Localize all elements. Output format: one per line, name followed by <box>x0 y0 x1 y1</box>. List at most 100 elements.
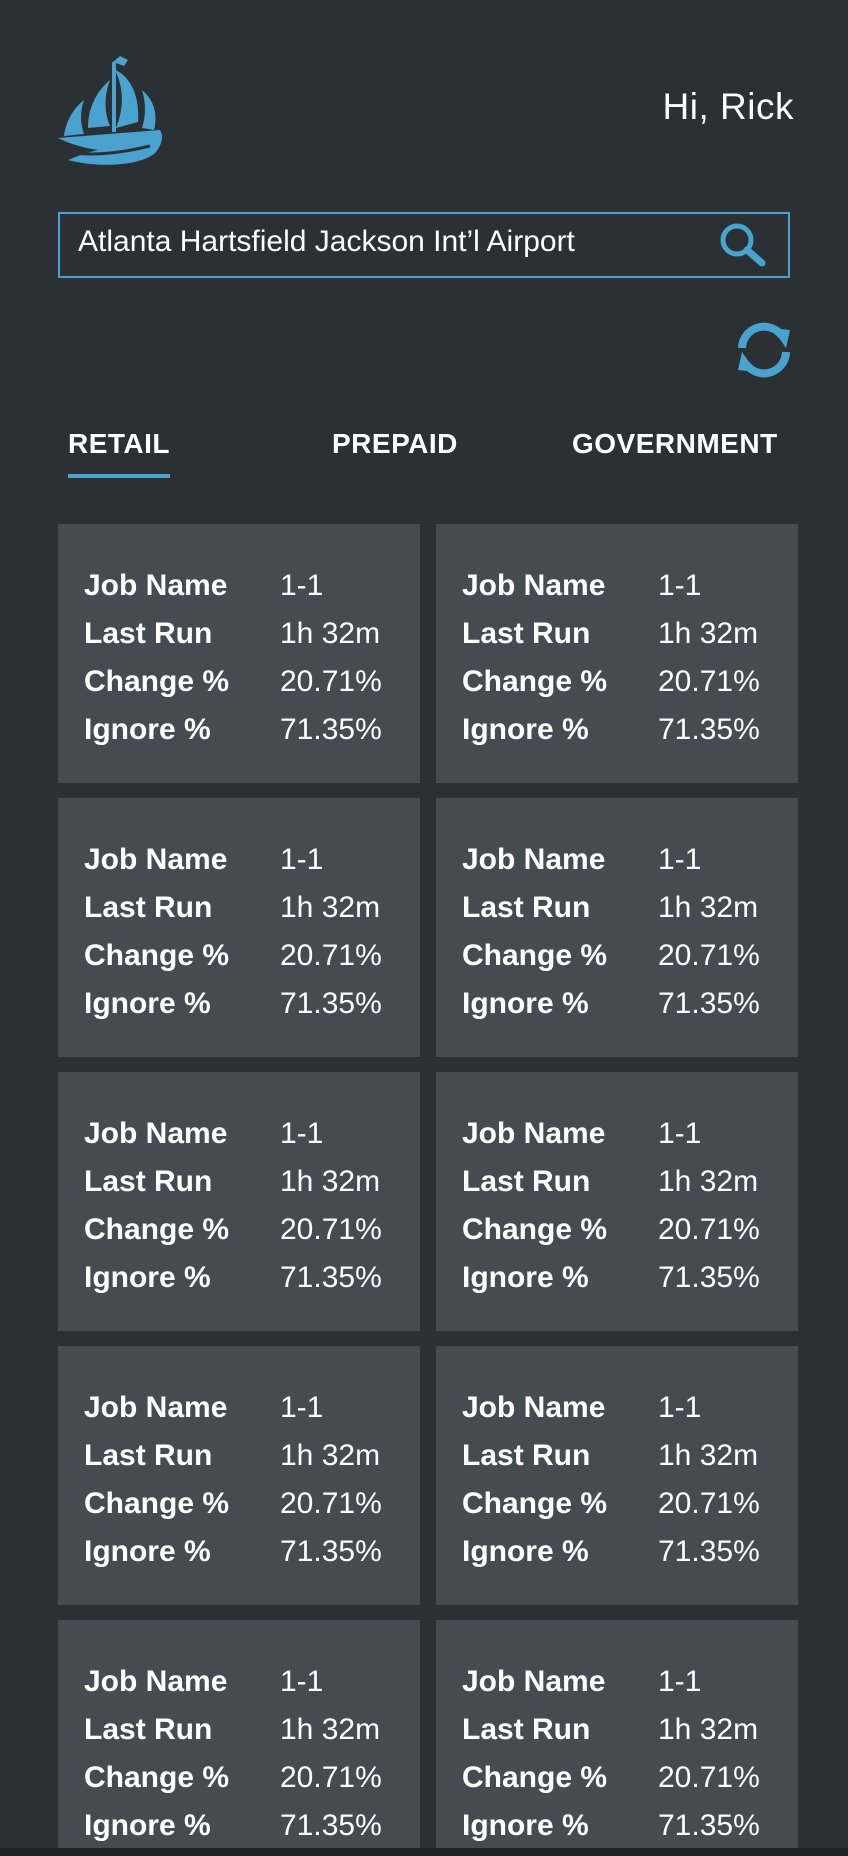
job-name-label: Job Name <box>462 1117 606 1150</box>
last-run-value: 1h 32m <box>658 1165 759 1198</box>
job-name-row: Job Name 1-1 <box>84 562 420 610</box>
change-percent-value: 20.71% <box>280 1761 382 1794</box>
job-card[interactable]: Job Name 1-1 Last Run 1h 32m Change % 20… <box>58 524 420 783</box>
last-run-row: Last Run 1h 32m <box>462 610 798 658</box>
last-run-row: Last Run 1h 32m <box>462 884 798 932</box>
change-percent-row: Change % 20.71% <box>462 932 798 980</box>
job-card[interactable]: Job Name 1-1 Last Run 1h 32m Change % 20… <box>436 1620 798 1856</box>
last-run-value: 1h 32m <box>658 891 759 924</box>
change-percent-label: Change % <box>84 1487 230 1520</box>
ignore-percent-row: Ignore % 71.35% <box>84 1802 420 1850</box>
job-name-row: Job Name 1-1 <box>462 1658 798 1706</box>
job-name-label: Job Name <box>462 1665 606 1698</box>
change-percent-label: Change % <box>84 1761 230 1794</box>
job-name-value: 1-1 <box>658 1391 702 1424</box>
last-run-row: Last Run 1h 32m <box>84 1706 420 1754</box>
ignore-percent-value: 71.35% <box>658 1535 760 1568</box>
ignore-percent-value: 71.35% <box>280 1261 382 1294</box>
ignore-percent-row: Ignore % 71.35% <box>462 980 798 1028</box>
last-run-label: Last Run <box>84 1165 213 1198</box>
change-percent-value: 20.71% <box>280 1487 382 1520</box>
change-percent-row: Change % 20.71% <box>462 1206 798 1254</box>
last-run-value: 1h 32m <box>280 1439 381 1472</box>
job-name-value: 1-1 <box>658 1117 702 1150</box>
job-card[interactable]: Job Name 1-1 Last Run 1h 32m Change % 20… <box>436 1072 798 1331</box>
ship-logo-icon[interactable] <box>58 56 168 168</box>
ignore-percent-value: 71.35% <box>280 713 382 746</box>
job-name-label: Job Name <box>462 569 606 602</box>
last-run-label: Last Run <box>84 891 213 924</box>
job-card[interactable]: Job Name 1-1 Last Run 1h 32m Change % 20… <box>58 798 420 1057</box>
last-run-label: Last Run <box>84 1713 213 1746</box>
header: Hi, Rick <box>58 56 794 176</box>
job-name-label: Job Name <box>84 569 228 602</box>
change-percent-row: Change % 20.71% <box>84 1206 420 1254</box>
job-card[interactable]: Job Name 1-1 Last Run 1h 32m Change % 20… <box>58 1346 420 1605</box>
search-icon[interactable] <box>712 215 772 275</box>
tab-retail[interactable]: RETAIL <box>68 428 171 478</box>
last-run-row: Last Run 1h 32m <box>84 1158 420 1206</box>
last-run-label: Last Run <box>462 1713 591 1746</box>
job-name-label: Job Name <box>84 1665 228 1698</box>
ignore-percent-row: Ignore % 71.35% <box>84 1254 420 1302</box>
ignore-percent-value: 71.35% <box>658 1809 760 1842</box>
last-run-row: Last Run 1h 32m <box>462 1706 798 1754</box>
job-name-label: Job Name <box>84 1117 228 1150</box>
ignore-percent-label: Ignore % <box>84 987 211 1020</box>
search-bar <box>58 212 790 278</box>
job-name-row: Job Name 1-1 <box>462 836 798 884</box>
ignore-percent-row: Ignore % 71.35% <box>84 706 420 754</box>
last-run-label: Last Run <box>462 1165 591 1198</box>
job-name-row: Job Name 1-1 <box>84 1110 420 1158</box>
job-card[interactable]: Job Name 1-1 Last Run 1h 32m Change % 20… <box>436 1346 798 1605</box>
job-card[interactable]: Job Name 1-1 Last Run 1h 32m Change % 20… <box>436 524 798 783</box>
ignore-percent-label: Ignore % <box>462 1809 589 1842</box>
job-card[interactable]: Job Name 1-1 Last Run 1h 32m Change % 20… <box>436 798 798 1057</box>
job-name-row: Job Name 1-1 <box>84 1658 420 1706</box>
change-percent-value: 20.71% <box>658 1487 760 1520</box>
job-name-row: Job Name 1-1 <box>462 562 798 610</box>
last-run-label: Last Run <box>462 617 591 650</box>
ignore-percent-label: Ignore % <box>84 1809 211 1842</box>
job-name-label: Job Name <box>84 1391 228 1424</box>
ignore-percent-value: 71.35% <box>658 713 760 746</box>
ignore-percent-label: Ignore % <box>462 713 589 746</box>
job-name-value: 1-1 <box>658 1665 702 1698</box>
change-percent-label: Change % <box>462 1761 608 1794</box>
job-name-value: 1-1 <box>280 1117 324 1150</box>
last-run-row: Last Run 1h 32m <box>462 1158 798 1206</box>
change-percent-label: Change % <box>84 1213 230 1246</box>
ignore-percent-label: Ignore % <box>84 1261 211 1294</box>
ignore-percent-row: Ignore % 71.35% <box>84 980 420 1028</box>
change-percent-label: Change % <box>462 939 608 972</box>
tab-government[interactable]: GOVERNMENT <box>572 428 778 459</box>
job-card[interactable]: Job Name 1-1 Last Run 1h 32m Change % 20… <box>58 1072 420 1331</box>
change-percent-row: Change % 20.71% <box>84 1480 420 1528</box>
job-card[interactable]: Job Name 1-1 Last Run 1h 32m Change % 20… <box>58 1620 420 1856</box>
change-percent-row: Change % 20.71% <box>462 658 798 706</box>
ignore-percent-label: Ignore % <box>84 713 211 746</box>
ignore-percent-row: Ignore % 71.35% <box>462 1802 798 1850</box>
search-input[interactable] <box>60 214 712 276</box>
last-run-value: 1h 32m <box>280 891 381 924</box>
job-name-value: 1-1 <box>658 569 702 602</box>
job-name-row: Job Name 1-1 <box>462 1110 798 1158</box>
last-run-row: Last Run 1h 32m <box>84 610 420 658</box>
ignore-percent-value: 71.35% <box>280 1809 382 1842</box>
last-run-row: Last Run 1h 32m <box>462 1432 798 1480</box>
last-run-value: 1h 32m <box>658 1713 759 1746</box>
ignore-percent-row: Ignore % 71.35% <box>84 1528 420 1576</box>
ignore-percent-value: 71.35% <box>280 1535 382 1568</box>
job-name-value: 1-1 <box>280 843 324 876</box>
last-run-value: 1h 32m <box>658 1439 759 1472</box>
change-percent-label: Change % <box>462 1213 608 1246</box>
job-name-value: 1-1 <box>280 1665 324 1698</box>
job-name-value: 1-1 <box>280 569 324 602</box>
user-greeting: Hi, Rick <box>662 86 794 127</box>
job-name-row: Job Name 1-1 <box>84 836 420 884</box>
change-percent-row: Change % 20.71% <box>84 658 420 706</box>
refresh-icon[interactable] <box>732 318 796 382</box>
change-percent-label: Change % <box>84 665 230 698</box>
tab-prepaid[interactable]: PREPAID <box>332 428 458 459</box>
